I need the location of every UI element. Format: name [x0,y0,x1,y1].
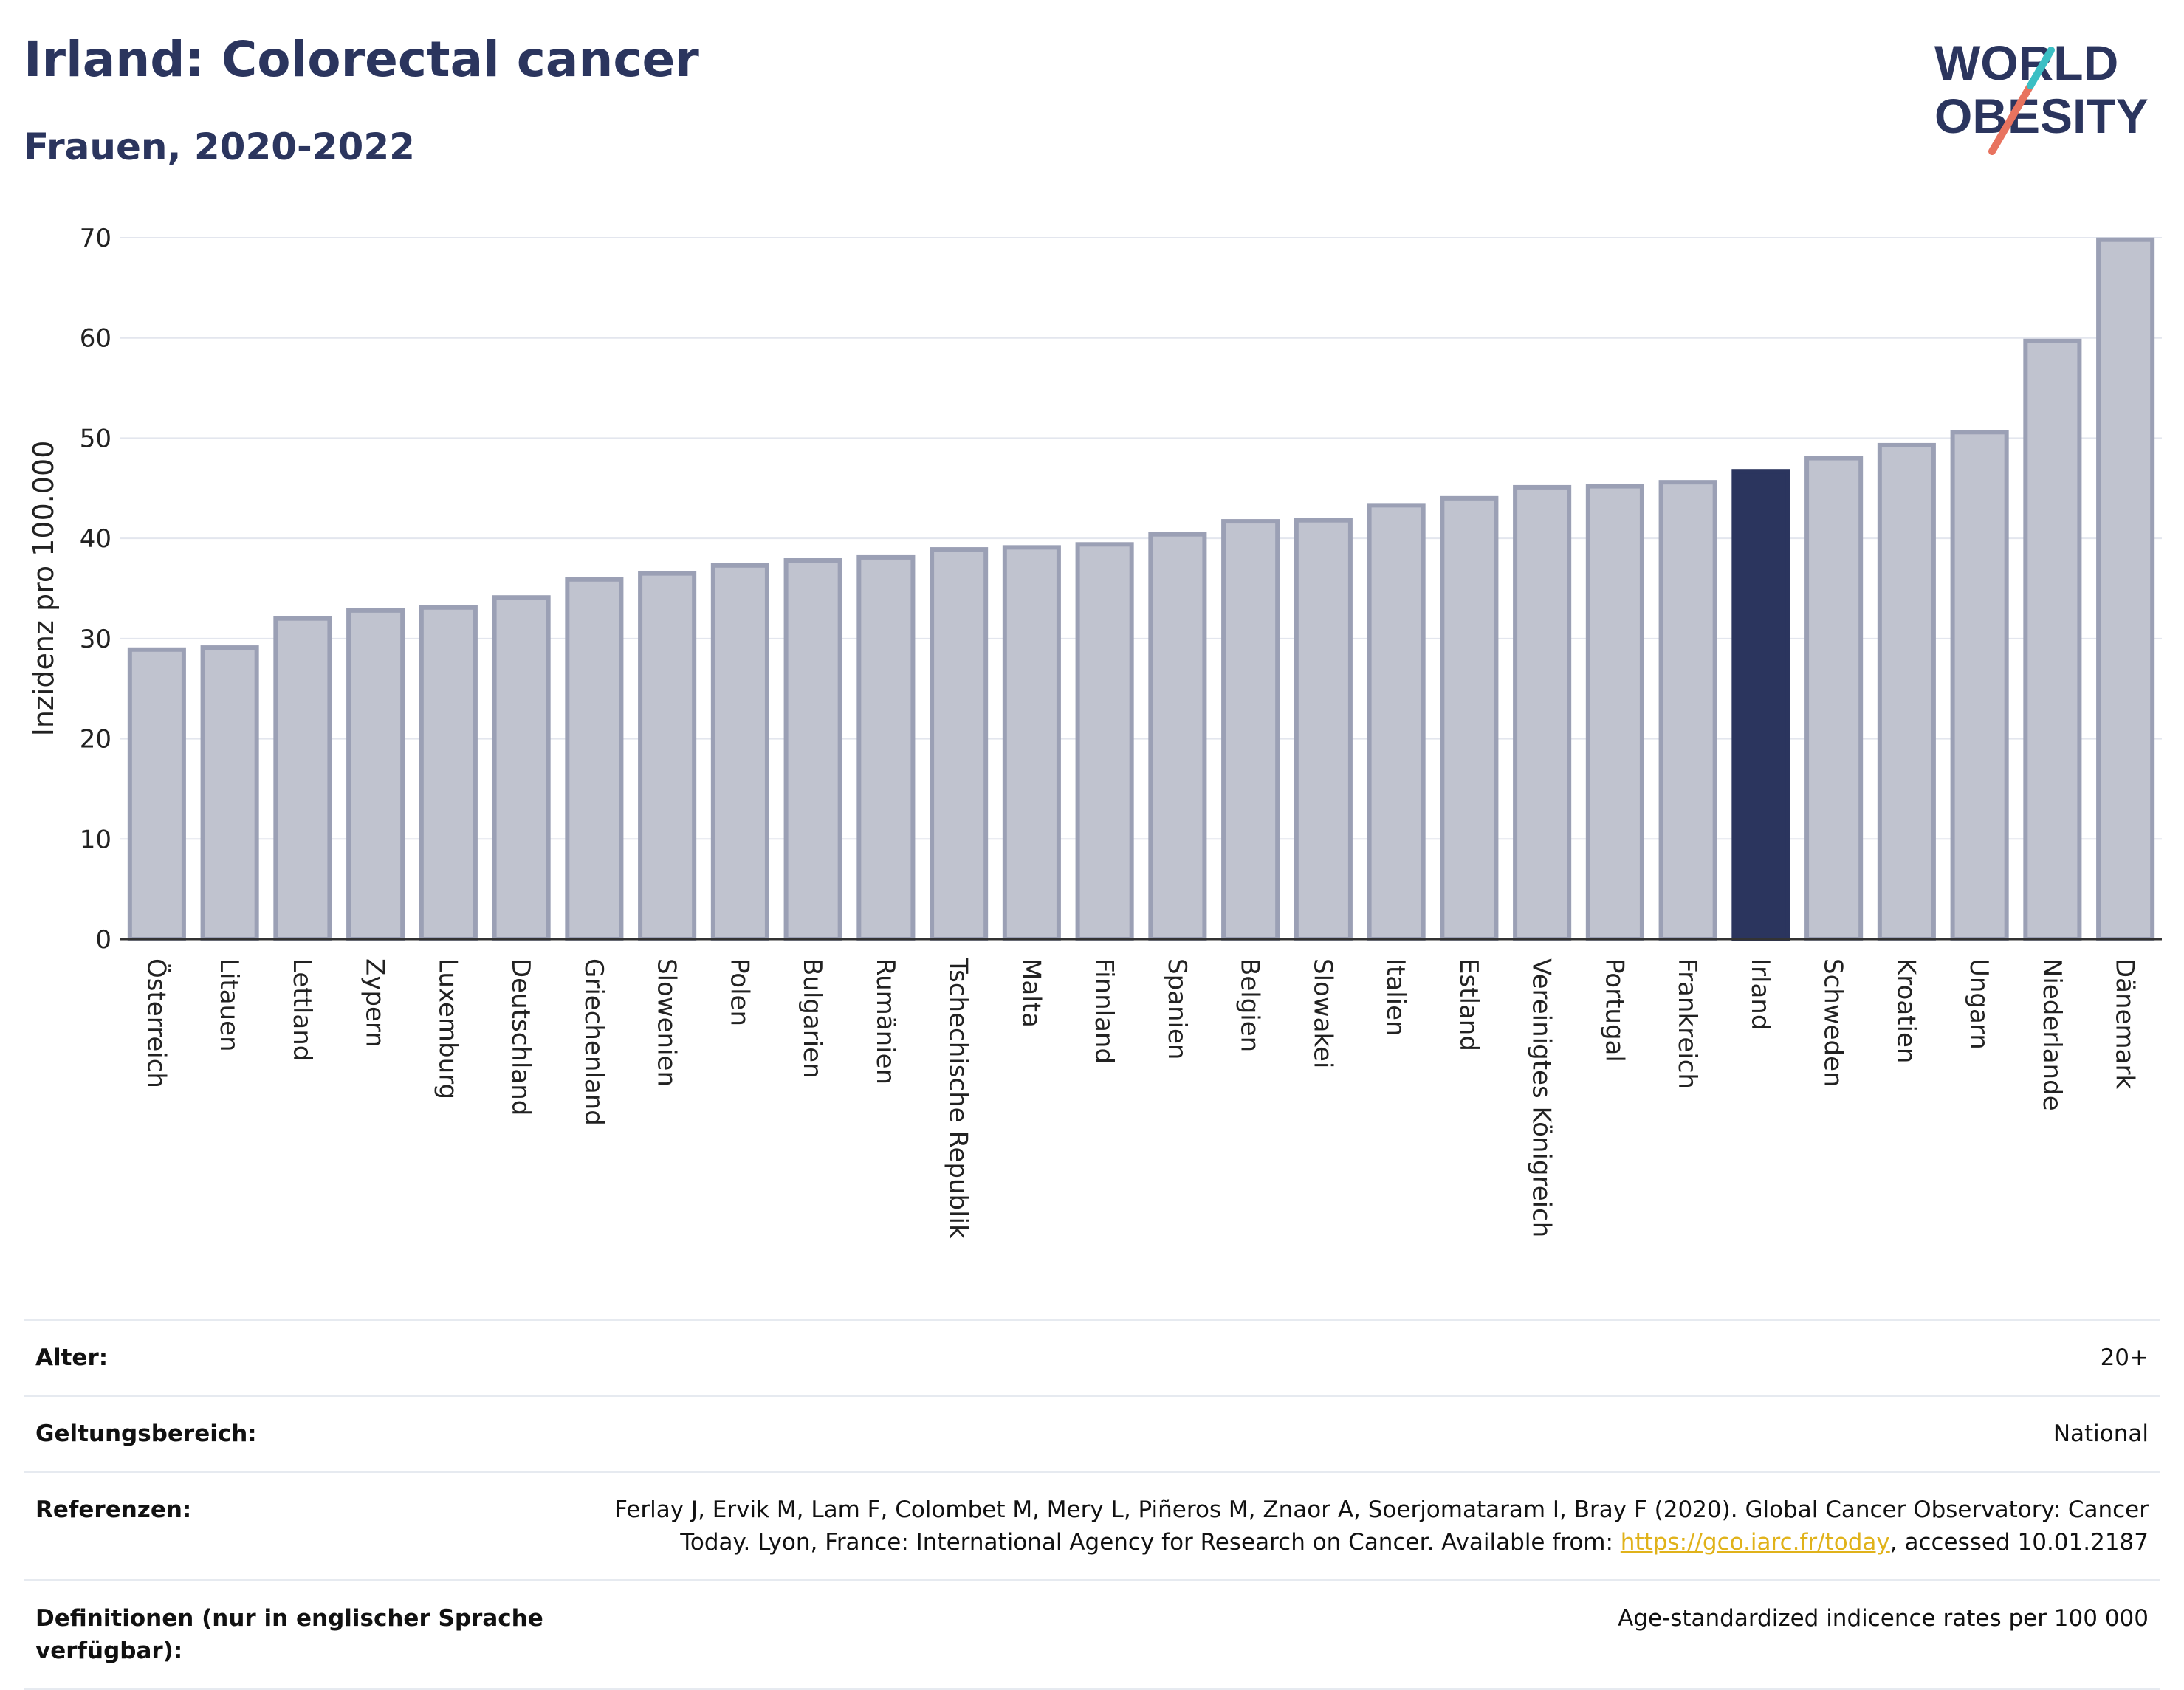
y-tick-label: 10 [80,825,111,854]
page-title: Irland: Colorectal cancer [24,31,699,88]
x-tick-label: Frankreich [1672,958,1702,1089]
meta-label-definitions: Definitionen (nur in englischer Sprache … [35,1605,543,1664]
bar [1877,442,1936,941]
x-tick-label: Spanien [1162,958,1192,1059]
x-tick-label: Dänemark [2110,958,2140,1089]
y-tick-label: 70 [80,224,111,253]
bar [200,645,259,941]
bar [492,595,551,941]
logo-line1: WORLD [1934,35,2118,90]
bar [1513,484,1572,941]
meta-value-definitions: Age-standardized indicence rates per 100… [1618,1605,2149,1632]
bar [1294,518,1353,941]
x-tick-label: Slowakei [1308,958,1337,1068]
bar [1585,484,1644,941]
x-tick-label: Luxemburg [433,958,462,1099]
y-tick-label: 30 [80,625,111,654]
bar [638,571,697,942]
bar [710,563,769,941]
x-tick-label: Deutschland [506,958,535,1116]
bar [1440,495,1499,941]
reference-text: Ferlay J, Ervik M, Lam F, Colombet M, Me… [614,1497,2149,1556]
logo-slash-coral [1988,82,2034,155]
x-tick-label: Litauen [214,958,244,1052]
x-tick-label: Kroatien [1891,958,1920,1063]
reference-accessed: , accessed 10.01.2187 [1889,1529,2149,1556]
x-tick-label: Estland [1454,958,1483,1051]
x-tick-label: Slowenien [652,958,681,1087]
x-tick-label: Vereinigtes Königreich [1527,958,1556,1237]
y-tick-label: 60 [80,324,111,354]
logo-line2: OBESITY [1934,89,2149,143]
x-tick-label: Zypern [360,958,390,1048]
bar [856,554,916,941]
bar [346,608,405,941]
bar [565,577,624,941]
x-tick-label: Niederlande [2037,958,2067,1111]
page-subtitle: Frauen, 2020-2022 [24,126,415,168]
bar [930,547,989,941]
x-tick-label: Finnland [1089,958,1119,1064]
bar [1950,430,2009,941]
meta-row-age: Alter: 20+ [24,1321,2160,1397]
bar [1221,519,1280,941]
y-tick-label: 0 [95,925,111,955]
world-obesity-logo: WORLD OBESITY [1934,35,2149,155]
meta-row-references: Referenzen: Ferlay J, Ervik M, Lam F, Co… [24,1473,2160,1581]
bar [1804,456,1864,941]
bar [2096,237,2155,941]
logo-slash-teal [2027,47,2055,89]
x-tick-label: Belgien [1235,958,1265,1052]
bar [1148,532,1207,941]
meta-label-age: Alter: [35,1344,109,1371]
bar [2023,338,2082,941]
x-tick-label: Schweden [1819,958,1848,1088]
x-tick-label: Österreich [141,958,171,1088]
x-tick-label: Polen [724,958,754,1026]
y-tick-label: 50 [80,424,111,453]
bar [1658,480,1717,941]
x-tick-label: Griechenland [579,958,608,1126]
x-tick-label: Bulgarien [797,958,827,1079]
meta-value-references: Ferlay J, Ervik M, Lam F, Colombet M, Me… [598,1494,2149,1559]
bar-chart: 0 10 20 30 40 50 60 70 Inzidenz pro 100.000 Öster… [27,224,2162,1239]
x-tick-label: Irland [1745,958,1775,1030]
x-tick-label: Lettland [287,958,317,1061]
bar [419,605,478,941]
meta-value-scope: National [2053,1421,2149,1447]
x-tick-label: Italien [1381,958,1410,1037]
meta-row-scope: Geltungsbereich: National [24,1397,2160,1473]
meta-label-references: Referenzen: [35,1497,192,1523]
y-tick-label: 20 [80,725,111,755]
meta-label-scope: Geltungsbereich: [35,1421,257,1447]
reference-link[interactable]: https://gco.iarc.fr/today [1620,1529,1890,1556]
x-tick-label: Rumänien [870,958,900,1085]
bar [1075,542,1134,941]
meta-table: Alter: 20+ Geltungsbereich: National Ref… [24,1319,2160,1690]
x-tick-label: Malta [1016,958,1045,1028]
meta-value-age: 20+ [2100,1344,2149,1371]
bar [783,558,842,941]
x-tick-label: Ungarn [1964,958,1994,1050]
bar [273,616,332,941]
bar [1367,503,1426,941]
x-tick-label: Tschechische Republik [944,958,973,1239]
y-tick-label: 40 [80,524,111,554]
x-tick-label: Portugal [1599,958,1629,1062]
bar [127,647,186,941]
meta-row-definitions: Definitionen (nur in englischer Sprache … [24,1581,2160,1690]
bar [1002,545,1061,941]
bar-highlighted [1731,469,1790,941]
y-axis-label: Inzidenz pro 100.000 [27,441,60,737]
